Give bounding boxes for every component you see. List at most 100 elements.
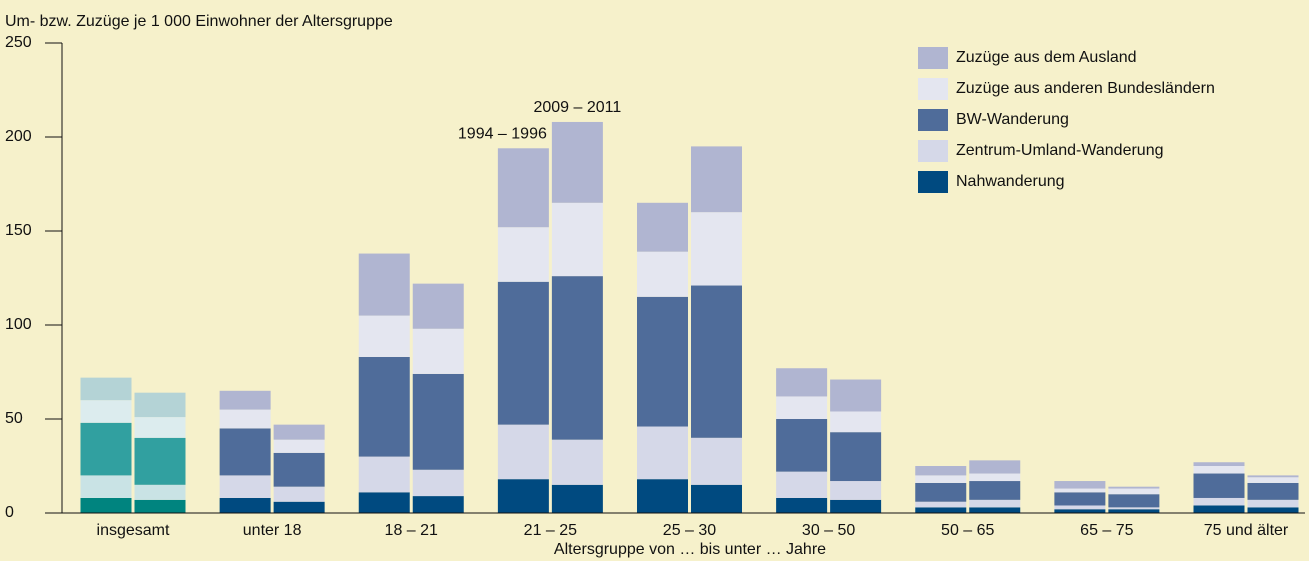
- bar-segment: [80, 475, 132, 498]
- bar-segment: [1247, 482, 1299, 500]
- bar-segment: [1247, 475, 1299, 478]
- bar-segment: [551, 121, 603, 203]
- bar-segment: [776, 396, 828, 419]
- bar-segment: [358, 492, 410, 513]
- bar-segment: [915, 507, 967, 513]
- bar-segment: [776, 497, 828, 513]
- bar-segment: [637, 202, 688, 252]
- bar-segment: [969, 473, 1021, 482]
- bar-segment: [1108, 507, 1160, 510]
- bar-segment: [637, 426, 688, 480]
- bar-segment: [691, 484, 742, 513]
- bar-segment: [497, 227, 549, 282]
- bar-segment: [273, 439, 325, 453]
- bar-segment: [830, 499, 882, 513]
- y-tick-label: 250: [5, 34, 32, 51]
- bar-segment: [412, 283, 464, 329]
- bar-segment: [1054, 505, 1106, 510]
- bar-segment: [1054, 488, 1106, 493]
- bar-segment: [969, 499, 1021, 508]
- bar-segment: [497, 281, 549, 425]
- bar-segment: [219, 428, 271, 476]
- bar-segment: [219, 475, 271, 498]
- bar-segment: [134, 417, 186, 438]
- bar-segment: [637, 296, 688, 427]
- bar-segment: [1193, 462, 1245, 466]
- bar-segment: [1054, 509, 1106, 513]
- bar-segment: [691, 146, 742, 213]
- y-tick-label: 0: [5, 504, 14, 521]
- bar-segment: [219, 390, 271, 410]
- bar-segment: [1247, 499, 1299, 508]
- legend-swatch: [918, 140, 948, 162]
- bar-segment: [497, 148, 549, 228]
- legend-label: Zuzüge aus anderen Bundesländern: [956, 80, 1215, 97]
- bar-segment: [637, 251, 688, 297]
- group-annotation: 2009 – 2011: [533, 99, 621, 116]
- x-tick-label: 30 – 50: [802, 522, 855, 539]
- bar-segment: [915, 475, 967, 483]
- bar-segment: [551, 439, 603, 485]
- x-tick-label: 75 und älter: [1204, 522, 1289, 539]
- legend-label: Zuzüge aus dem Ausland: [956, 49, 1137, 66]
- bar-segment: [1054, 481, 1106, 489]
- bar-segment: [551, 484, 603, 513]
- bar-segment: [1108, 509, 1160, 513]
- bar-segment: [412, 496, 464, 513]
- legend-swatch: [918, 171, 948, 193]
- legend-swatch: [918, 47, 948, 69]
- bar-segment: [80, 422, 132, 476]
- legend-label: Zentrum-Umland-Wanderung: [956, 142, 1163, 159]
- bar-segment: [776, 419, 828, 472]
- bar-segment: [219, 409, 271, 429]
- bar-segment: [1193, 505, 1245, 513]
- bar-segment: [134, 484, 186, 500]
- y-tick-label: 200: [5, 128, 32, 145]
- bar-segment: [830, 481, 882, 500]
- bar-segment: [358, 315, 410, 357]
- bar-segment: [915, 501, 967, 508]
- bar-segment: [969, 481, 1021, 500]
- bar-segment: [358, 253, 410, 316]
- x-tick-label: 25 – 30: [663, 522, 716, 539]
- bar-segment: [134, 499, 186, 513]
- bar-segment: [412, 328, 464, 374]
- bar-segment: [273, 486, 325, 502]
- bar-segment: [1247, 477, 1299, 483]
- x-tick-label: 18 – 21: [385, 522, 438, 539]
- bar-segment: [915, 482, 967, 502]
- bar-segment: [273, 424, 325, 440]
- bar-segment: [776, 368, 828, 397]
- bar-segment: [551, 202, 603, 277]
- bar-segment: [776, 471, 828, 498]
- bar-segment: [219, 497, 271, 513]
- bar-segment: [1193, 497, 1245, 506]
- x-tick-label: unter 18: [243, 522, 302, 539]
- y-tick-label: 150: [5, 222, 32, 239]
- bar-segment: [80, 400, 132, 423]
- x-axis-label: Altersgruppe von … bis unter … Jahre: [554, 541, 826, 558]
- bar-segment: [1108, 494, 1160, 508]
- bar-segment: [691, 437, 742, 485]
- bar-segment: [134, 437, 186, 485]
- bar-segment: [1193, 473, 1245, 498]
- bar-segment: [830, 432, 882, 482]
- bar-segment: [358, 356, 410, 457]
- bar-segment: [830, 379, 882, 412]
- legend-label: BW-Wanderung: [956, 111, 1069, 128]
- bar-segment: [412, 469, 464, 497]
- x-tick-label: 21 – 25: [524, 522, 577, 539]
- bar-segment: [1108, 488, 1160, 495]
- y-tick-label: 50: [5, 410, 23, 427]
- bar-segment: [412, 373, 464, 470]
- x-tick-label: 65 – 75: [1080, 522, 1133, 539]
- bar-segment: [1108, 486, 1160, 489]
- bar-segment: [80, 377, 132, 401]
- legend-swatch: [918, 78, 948, 100]
- legend-label: Nahwanderung: [956, 173, 1065, 190]
- group-annotation: 1994 – 1996: [458, 125, 547, 142]
- bar-segment: [551, 276, 603, 440]
- bar-segment: [497, 424, 549, 480]
- bar-segment: [637, 479, 688, 513]
